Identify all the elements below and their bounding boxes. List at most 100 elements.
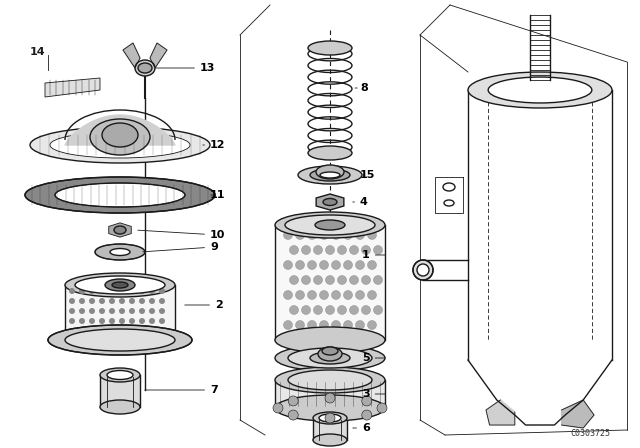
Circle shape bbox=[69, 288, 75, 294]
Text: 7: 7 bbox=[145, 385, 218, 395]
Ellipse shape bbox=[320, 172, 340, 178]
Circle shape bbox=[344, 231, 353, 240]
Circle shape bbox=[109, 318, 115, 324]
Polygon shape bbox=[150, 43, 167, 68]
Circle shape bbox=[349, 246, 358, 254]
Text: 13: 13 bbox=[156, 63, 216, 73]
Text: 5: 5 bbox=[362, 353, 385, 363]
Ellipse shape bbox=[308, 41, 352, 55]
Circle shape bbox=[89, 298, 95, 304]
Ellipse shape bbox=[100, 368, 140, 382]
Ellipse shape bbox=[100, 400, 140, 414]
Circle shape bbox=[307, 231, 317, 240]
Circle shape bbox=[326, 276, 335, 284]
Ellipse shape bbox=[444, 200, 454, 206]
Circle shape bbox=[301, 276, 310, 284]
Circle shape bbox=[149, 288, 155, 294]
Circle shape bbox=[289, 306, 298, 314]
Ellipse shape bbox=[413, 260, 433, 280]
Circle shape bbox=[314, 276, 323, 284]
Circle shape bbox=[319, 260, 328, 270]
Circle shape bbox=[284, 260, 292, 270]
Ellipse shape bbox=[315, 220, 345, 230]
Text: 10: 10 bbox=[138, 230, 225, 240]
Circle shape bbox=[273, 403, 283, 413]
Circle shape bbox=[129, 318, 135, 324]
Text: 11: 11 bbox=[210, 190, 225, 200]
Circle shape bbox=[79, 288, 85, 294]
Circle shape bbox=[284, 320, 292, 329]
Circle shape bbox=[362, 396, 372, 406]
Circle shape bbox=[344, 260, 353, 270]
Circle shape bbox=[374, 246, 383, 254]
Circle shape bbox=[119, 298, 125, 304]
Circle shape bbox=[355, 320, 365, 329]
Circle shape bbox=[99, 328, 105, 334]
Ellipse shape bbox=[468, 72, 612, 108]
Ellipse shape bbox=[114, 226, 126, 234]
Circle shape bbox=[159, 298, 165, 304]
Ellipse shape bbox=[102, 123, 138, 147]
Circle shape bbox=[129, 308, 135, 314]
Circle shape bbox=[355, 290, 365, 300]
Circle shape bbox=[289, 276, 298, 284]
Circle shape bbox=[69, 298, 75, 304]
Circle shape bbox=[149, 298, 155, 304]
Polygon shape bbox=[562, 400, 594, 428]
Circle shape bbox=[344, 320, 353, 329]
Polygon shape bbox=[65, 115, 175, 145]
Circle shape bbox=[159, 318, 165, 324]
Circle shape bbox=[139, 328, 145, 334]
Circle shape bbox=[332, 320, 340, 329]
Circle shape bbox=[288, 410, 298, 420]
Ellipse shape bbox=[310, 352, 350, 364]
Circle shape bbox=[99, 308, 105, 314]
Ellipse shape bbox=[285, 215, 375, 235]
Circle shape bbox=[355, 231, 365, 240]
Polygon shape bbox=[486, 400, 515, 425]
Circle shape bbox=[139, 298, 145, 304]
Ellipse shape bbox=[310, 169, 350, 181]
Ellipse shape bbox=[105, 279, 135, 291]
Circle shape bbox=[99, 318, 105, 324]
Polygon shape bbox=[100, 375, 140, 407]
Ellipse shape bbox=[65, 329, 175, 351]
Circle shape bbox=[367, 231, 376, 240]
Circle shape bbox=[332, 290, 340, 300]
Circle shape bbox=[139, 308, 145, 314]
Circle shape bbox=[374, 306, 383, 314]
Ellipse shape bbox=[313, 434, 347, 446]
Circle shape bbox=[99, 288, 105, 294]
Circle shape bbox=[109, 298, 115, 304]
Ellipse shape bbox=[30, 127, 210, 163]
Circle shape bbox=[109, 328, 115, 334]
Circle shape bbox=[314, 246, 323, 254]
Circle shape bbox=[109, 308, 115, 314]
Circle shape bbox=[296, 290, 305, 300]
Circle shape bbox=[307, 260, 317, 270]
Ellipse shape bbox=[488, 77, 592, 103]
Circle shape bbox=[89, 288, 95, 294]
Circle shape bbox=[109, 288, 115, 294]
Circle shape bbox=[119, 328, 125, 334]
Circle shape bbox=[119, 288, 125, 294]
Ellipse shape bbox=[316, 165, 344, 179]
Circle shape bbox=[367, 290, 376, 300]
Circle shape bbox=[89, 308, 95, 314]
Circle shape bbox=[89, 318, 95, 324]
Circle shape bbox=[332, 260, 340, 270]
Circle shape bbox=[69, 318, 75, 324]
Circle shape bbox=[301, 306, 310, 314]
Ellipse shape bbox=[313, 412, 347, 424]
Ellipse shape bbox=[323, 198, 337, 206]
Circle shape bbox=[139, 288, 145, 294]
Ellipse shape bbox=[75, 276, 165, 294]
Ellipse shape bbox=[48, 325, 192, 355]
Ellipse shape bbox=[275, 345, 385, 371]
Text: 14: 14 bbox=[30, 47, 45, 57]
Circle shape bbox=[296, 260, 305, 270]
Ellipse shape bbox=[107, 370, 133, 379]
Circle shape bbox=[337, 246, 346, 254]
Circle shape bbox=[79, 318, 85, 324]
Circle shape bbox=[319, 231, 328, 240]
